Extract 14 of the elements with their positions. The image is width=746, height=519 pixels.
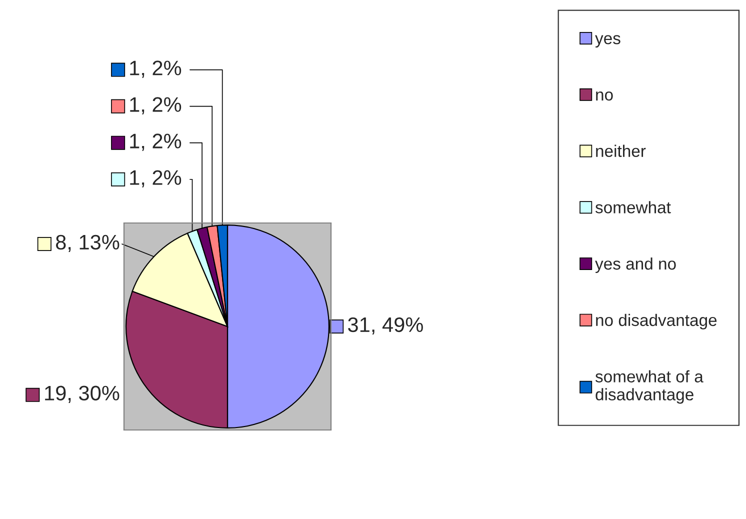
data-label: 1, 2% — [130, 134, 182, 151]
legend-label: yes — [595, 35, 620, 48]
legend-label: somewhat of a disadvantage — [595, 370, 704, 404]
legend-label: no disadvantage — [596, 314, 717, 330]
data-label: 31, 49% — [348, 317, 423, 335]
data-label: 8, 13% — [56, 234, 120, 252]
data-label: 1, 2% — [130, 60, 182, 78]
legend-label: yes and no — [595, 257, 676, 274]
data-label: 1, 2% — [130, 97, 182, 114]
data-label: 1, 2% — [130, 170, 182, 188]
legend-label: no — [596, 91, 613, 101]
legend-label: somewhat — [595, 201, 671, 214]
legend-label: neither — [596, 144, 646, 157]
data-label: 19, 30% — [45, 386, 120, 403]
